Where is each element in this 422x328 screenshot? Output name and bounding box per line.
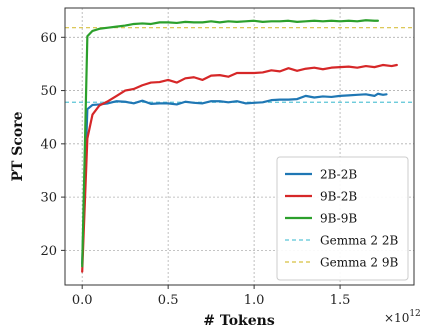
legend-label: 9B-9B [320,212,357,226]
series-layer [81,19,398,273]
x-tick-label: 0.5 [158,293,179,308]
x-tick-label: 1.0 [244,293,265,308]
legend-label: 2B-2B [320,168,357,182]
legend-box [276,156,409,281]
legend-label: Gemma 2 9B [320,256,398,270]
x-offset-exponent: 12 [409,309,420,319]
series-line [81,19,379,268]
legend-label: Gemma 2 2B [320,234,398,248]
series-line [81,63,398,273]
y-tick-label: 50 [40,84,57,99]
y-tick-label: 20 [40,244,57,259]
y-tick-label: 60 [40,31,57,46]
x-offset-base: ×10 [384,311,409,325]
x-tick-label: 0.0 [72,293,93,308]
x-tick-label: 1.5 [330,293,351,308]
y-axis-label: PT Score [10,111,26,181]
x-axis-label: # Tokens [203,313,275,328]
tick-layer: 0.0 0.5 1.0 1.5 20 30 40 50 60 [40,31,350,308]
y-tick-label: 40 [40,137,57,152]
legend-label: 9B-2B [320,190,357,204]
legend: 2B-2B 9B-2B 9B-9B Gemma 2 2B Gemma 2 9B [276,156,409,281]
y-tick-label: 30 [40,191,57,206]
plot-frame [64,7,415,286]
series-line [81,92,388,265]
x-offset-label: ×1012 [384,309,421,325]
